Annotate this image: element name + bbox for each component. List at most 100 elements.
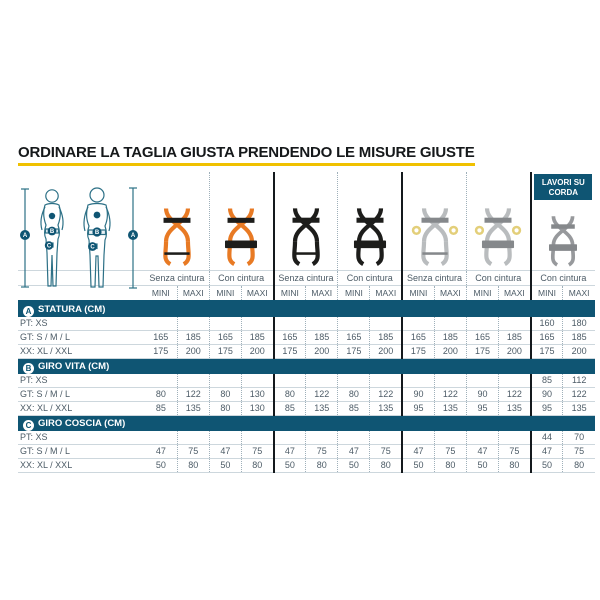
value-cell (176, 374, 210, 388)
column-group-label: Senza cintura (272, 270, 338, 286)
value-cell (498, 317, 531, 331)
section-header: B GIRO VITA (CM) (18, 358, 595, 374)
harness-cell (208, 172, 274, 271)
value-cell: 75 (305, 444, 338, 459)
value-cell (465, 431, 499, 445)
value-cell: 185 (369, 330, 403, 345)
value-cell: 165 (145, 330, 178, 345)
harness-cell: LAVORI SU CORDA (529, 172, 595, 271)
black-no-belt-harness-icon (292, 208, 320, 266)
value-cell: 200 (498, 344, 531, 359)
value-cell (240, 374, 274, 388)
harness-cell (465, 172, 531, 271)
harness-illustration-row: LAVORI SU CORDA (18, 172, 595, 271)
value-cell: 135 (433, 401, 467, 416)
section-letter-icon: B (23, 363, 34, 374)
value-cell: 85 (145, 401, 178, 416)
value-cell: 95 (529, 401, 563, 416)
column-group-label: Con cintura (337, 270, 403, 286)
value-cell (240, 431, 274, 445)
value-cell: 165 (337, 330, 370, 345)
value-cell: 200 (305, 344, 338, 359)
subcolumn-header-maxi: MAXI (498, 285, 531, 302)
value-cell (208, 317, 242, 331)
size-table-container: LAVORI SU CORDA Senza cintura Con cintura Se… (18, 172, 595, 473)
subcolumn-header-maxi: MAXI (433, 285, 467, 302)
value-cell (240, 317, 274, 331)
gray-belt-harness-icon (475, 208, 522, 266)
value-cell: 165 (401, 330, 435, 345)
value-cell (272, 431, 306, 445)
value-cell: 50 (529, 458, 563, 473)
table-row: PT: XS 160 180 (18, 317, 595, 331)
value-cell: 95 (465, 401, 499, 416)
marker-b-male-letter: B (95, 230, 100, 236)
value-cell: 95 (401, 401, 435, 416)
value-cell (369, 374, 403, 388)
subcolumn-header-row: MINI MAXI MINI MAXI MINI MAXI MINI MAXI MINI MAXI… (18, 285, 595, 302)
value-cell: 80 (240, 458, 274, 473)
value-cell: 50 (272, 458, 306, 473)
value-cell (145, 431, 178, 445)
column-group-label: Senza cintura (145, 270, 210, 286)
value-cell: 122 (176, 387, 210, 402)
rope-work-harness-icon (549, 215, 578, 267)
value-cell: 185 (433, 330, 467, 345)
subcolumn-header-mini: MINI (208, 285, 242, 302)
orange-belt-harness-icon (225, 208, 258, 266)
section-title: STATURA (CM) (38, 304, 106, 315)
value-cell: 175 (529, 344, 563, 359)
harness-cell (145, 172, 209, 271)
value-cell: 47 (337, 444, 370, 459)
marker-a-right (128, 230, 138, 240)
marker-b-female-letter: B (50, 229, 55, 235)
value-cell: 165 (529, 330, 563, 345)
value-cell: 80 (498, 458, 531, 473)
row-label: XX: XL / XXL (18, 401, 145, 416)
row-label: GT: S / M / L (18, 444, 145, 459)
table-row: GT: S / M / L 165 185 165 185 165 185 165 185 165… (18, 330, 595, 345)
value-cell: 122 (498, 387, 531, 402)
value-cell (433, 374, 467, 388)
female-figure (40, 189, 64, 287)
subcolumn-header-maxi: MAXI (562, 285, 595, 302)
subcolumn-header-mini: MINI (529, 285, 563, 302)
section-header: A STATURA (CM) (18, 301, 595, 317)
section-header-row: B GIRO VITA (CM) (18, 358, 595, 374)
value-cell: 185 (240, 330, 274, 345)
value-cell: 185 (562, 330, 595, 345)
column-group-label: Senza cintura (401, 270, 467, 286)
table-row: XX: XL / XXL 50 80 50 80 50 80 50 80 50 80 50 80 50 80 (18, 458, 595, 473)
section-header-row: C GIRO COSCIA (CM) (18, 415, 595, 431)
section-title: GIRO VITA (CM) (38, 361, 110, 372)
marker-b-female (47, 226, 57, 236)
value-cell: 90 (529, 387, 563, 402)
table-row: XX: XL / XXL 85 135 80 130 85 135 85 135 95 135 95 1… (18, 401, 595, 416)
value-cell (305, 431, 338, 445)
table-row: PT: XS 85 112 (18, 374, 595, 388)
orange-no-belt-harness-icon (163, 208, 191, 266)
value-cell: 200 (240, 344, 274, 359)
value-cell: 90 (401, 387, 435, 402)
value-cell (305, 374, 338, 388)
value-cell (176, 431, 210, 445)
value-cell: 200 (433, 344, 467, 359)
value-cell: 200 (176, 344, 210, 359)
value-cell (401, 431, 435, 445)
value-cell: 135 (369, 401, 403, 416)
value-cell: 75 (433, 444, 467, 459)
subcolumn-header-maxi: MAXI (176, 285, 210, 302)
table-row: XX: XL / XXL 175 200 175 200 175 200 175 200 175 2… (18, 344, 595, 359)
value-cell (433, 317, 467, 331)
value-cell: 165 (208, 330, 242, 345)
value-cell: 80 (337, 387, 370, 402)
marker-a-left (20, 230, 30, 240)
value-cell: 175 (145, 344, 178, 359)
marker-c-male (88, 242, 97, 251)
row-label: PT: XS (18, 431, 145, 445)
marker-c-female (44, 241, 54, 250)
value-cell: 75 (562, 444, 595, 459)
table-row: PT: XS 44 70 (18, 431, 595, 445)
value-cell: 47 (272, 444, 306, 459)
chest-dot-male (93, 211, 101, 219)
